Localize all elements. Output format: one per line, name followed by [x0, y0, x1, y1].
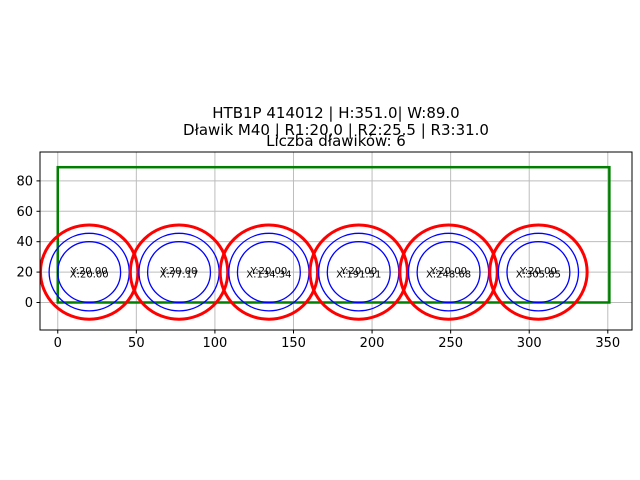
gland-circle-r1	[57, 241, 122, 304]
x-tick-label: 350	[595, 336, 620, 351]
x-tick-label: 250	[438, 336, 463, 351]
gland-label-x: X:248.68	[426, 270, 471, 281]
chart-title-line-3: Liczba dławików: 6	[266, 132, 406, 150]
gland-circle-r1	[236, 241, 301, 304]
gland-label-y: Y:20.00	[429, 266, 467, 277]
axes-spines	[39, 151, 633, 331]
x-tick-label: 50	[128, 336, 145, 351]
gland-label-x: X:77.17	[160, 270, 199, 281]
gland-circle-r3	[488, 223, 589, 321]
gland-label-x: X:134.34	[246, 270, 291, 281]
x-tick-label: 150	[281, 336, 306, 351]
chart-title-line-2: Dławik M40 | R1:20,0 | R2:25.5 | R3:31.0	[183, 121, 489, 139]
gland-circle-r2	[497, 232, 580, 312]
y-tick-label: 20	[16, 266, 33, 281]
gland-circle-r3	[308, 223, 409, 321]
gland-circle-r1	[416, 241, 481, 304]
x-tick-label: 300	[517, 336, 542, 351]
gland-circle-r3	[128, 223, 230, 321]
y-tick-label: 60	[16, 205, 33, 220]
gland-circle-r3	[218, 223, 320, 321]
y-tick-label: 80	[16, 174, 33, 189]
patches-group	[40, 165, 611, 321]
y-tick-label: 40	[16, 235, 33, 250]
y-tick-label: 0	[25, 296, 33, 311]
chart-title-line-1: HTB1P 414012 | H:351.0| W:89.0	[212, 104, 460, 122]
gland-circle-r1	[146, 241, 212, 304]
gland-label-x: X:20.00	[70, 270, 109, 281]
gland-label-y: Y:20.00	[249, 266, 287, 277]
gland-circle-r3	[398, 223, 499, 321]
gland-circle-r1	[506, 241, 571, 304]
gland-label-y: Y:20.00	[339, 266, 377, 277]
gland-label-x: X:305.85	[516, 270, 561, 281]
x-tick-label: 100	[202, 336, 227, 351]
gland-label-y: Y:20.00	[160, 266, 198, 277]
gland-label-y: Y:20.00	[70, 266, 108, 277]
gland-label-y: Y:20.00	[519, 266, 557, 277]
gland-circle-r1	[326, 241, 391, 304]
gland-label-x: X:191.51	[336, 270, 381, 281]
x-tick-label: 0	[54, 336, 62, 351]
x-tick-label: 200	[360, 336, 385, 351]
